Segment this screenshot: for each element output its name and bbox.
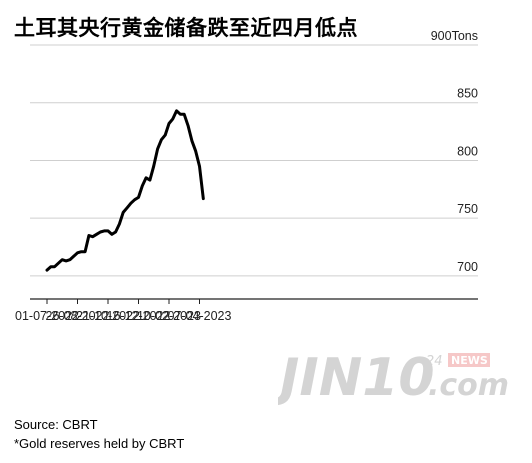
source-note: Source: CBRT [14,417,98,432]
y-tick-label: 750 [457,202,478,216]
y-tick-label: 800 [457,144,478,158]
svg-text:JIN10: JIN10 [278,348,435,408]
y-tick-label: 900Tons [431,29,478,43]
svg-text:24: 24 [426,354,443,369]
x-tick-label: 16-12-2022 [107,309,171,323]
gold-reserves-line [45,109,205,272]
x-tick-label: 07-04-2023 [168,309,232,323]
x-axis: 01-07-202226-08-202221-10-202216-12-2022… [15,298,478,323]
jin10-watermark-logo: JIN10 .com 24 NEWS [278,348,509,408]
y-axis-tick-labels: 700 750 800 850 900Tons [431,29,478,274]
gridlines [30,44,478,277]
svg-text:.com: .com [428,368,509,403]
y-tick-label: 850 [457,87,478,101]
x-tick-label: 10-02-2023 [137,309,201,323]
x-tick-label: 21-10-2022 [76,309,140,323]
line-chart: 700 750 800 850 900Tons 01-07-202226-08-2022… [15,29,478,323]
x-tick-label: 26-08-2022 [46,309,110,323]
footnote: *Gold reserves held by CBRT [14,436,185,451]
x-tick-label: 01-07-2022 [15,309,79,323]
y-tick-label: 700 [457,260,478,274]
svg-text:NEWS: NEWS [451,354,488,367]
chart-title: 土耳其央行黄金储备跌至近四月低点 [14,16,358,40]
